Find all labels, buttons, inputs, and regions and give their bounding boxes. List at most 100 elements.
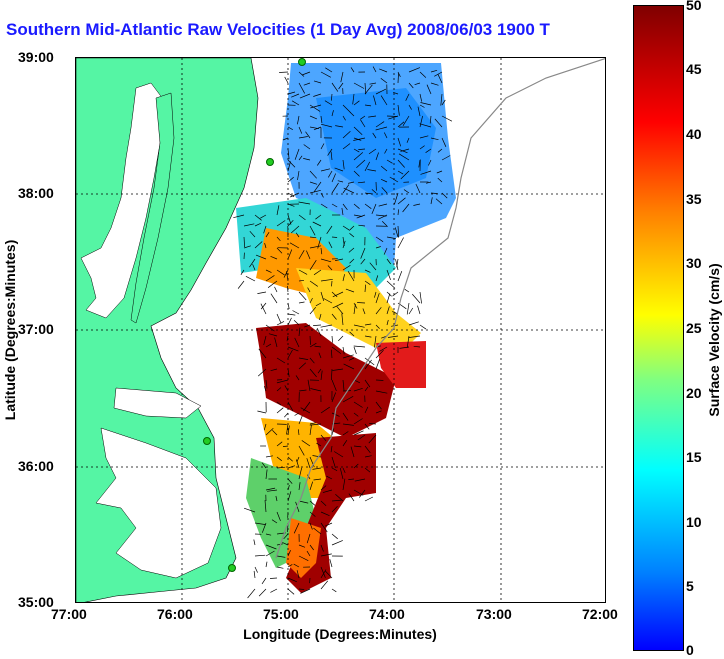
velocity-vector: [342, 346, 345, 355]
velocity-vector: [283, 269, 289, 278]
velocity-vector: [253, 570, 256, 579]
velocity-vector: [380, 95, 388, 106]
colorbar: [633, 5, 684, 651]
velocity-vector: [397, 225, 400, 238]
velocity-vector: [304, 324, 311, 328]
velocity-vector: [282, 445, 289, 447]
velocity-vector: [324, 100, 333, 106]
velocity-vector: [297, 115, 300, 125]
velocity-vector: [343, 187, 355, 194]
velocity-vector: [375, 275, 379, 282]
velocity-vector: [265, 269, 272, 273]
velocity-vector: [300, 588, 311, 594]
colorbar-tick: 50: [686, 0, 702, 13]
velocity-vector: [332, 368, 344, 371]
velocity-vector: [425, 148, 432, 153]
velocity-vector: [309, 104, 321, 112]
velocity-vector: [408, 104, 412, 110]
velocity-vector: [265, 533, 272, 536]
velocity-vector: [364, 379, 371, 388]
velocity-vector: [406, 302, 410, 315]
velocity-vector: [357, 181, 366, 184]
velocity-vector: [276, 456, 283, 462]
velocity-vector: [309, 225, 316, 236]
velocity-vector: [312, 467, 322, 470]
velocity-vector: [350, 446, 355, 458]
velocity-vector: [331, 467, 338, 472]
velocity-vector: [349, 225, 355, 231]
velocity-vector: [313, 80, 322, 84]
velocity-vector: [313, 478, 322, 481]
velocity-vector: [353, 345, 366, 348]
velocity-vector: [394, 227, 399, 238]
velocity-vector: [297, 170, 300, 181]
velocity-vector: [265, 561, 268, 568]
velocity-vector: [276, 441, 283, 447]
velocity-vector: [331, 368, 333, 381]
velocity-vector: [352, 93, 355, 105]
velocity-vector: [380, 78, 388, 84]
velocity-map: [75, 57, 606, 603]
velocity-vector: [375, 88, 387, 95]
velocity-vector: [274, 286, 278, 293]
velocity-vector: [325, 67, 333, 73]
velocity-vector: [313, 324, 322, 326]
velocity-vector: [371, 203, 377, 215]
velocity-vector: [287, 313, 296, 316]
velocity-vector: [298, 250, 305, 260]
velocity-vector: [430, 82, 439, 86]
velocity-vector: [264, 500, 267, 513]
velocity-vector: [343, 363, 355, 370]
colorbar-tick: 0: [686, 642, 694, 658]
velocity-vector: [327, 148, 333, 156]
velocity-vector: [353, 170, 360, 177]
velocity-vector: [243, 236, 245, 248]
velocity-vector: [240, 269, 245, 275]
velocity-vector: [315, 214, 322, 220]
velocity-vector: [341, 207, 344, 216]
velocity-vector: [331, 236, 338, 238]
velocity-vector: [287, 161, 291, 172]
x-tick: 72:00: [582, 606, 618, 622]
velocity-vector: [315, 302, 322, 307]
velocity-vector: [270, 293, 278, 304]
velocity-vector: [375, 126, 388, 131]
velocity-vector: [397, 121, 405, 128]
velocity-vector: [270, 255, 278, 260]
velocity-vector: [397, 73, 399, 84]
velocity-vector: [309, 245, 322, 249]
x-tick: 77:00: [51, 606, 87, 622]
velocity-vector: [400, 170, 410, 180]
velocity-vector: [331, 588, 337, 593]
velocity-vector: [398, 153, 410, 161]
velocity-vector: [254, 554, 266, 557]
velocity-vector: [430, 137, 439, 141]
velocity-vector: [320, 115, 323, 124]
velocity-vector: [272, 429, 278, 436]
x-axis-label: Longitude (Degrees:Minutes): [243, 626, 437, 642]
velocity-vector: [263, 335, 267, 346]
velocity-vector: [309, 236, 317, 239]
velocity-vector: [364, 423, 370, 430]
velocity-vector: [335, 125, 344, 128]
velocity-vector: [287, 550, 291, 557]
velocity-vector: [364, 357, 375, 366]
velocity-vector: [317, 368, 322, 374]
x-tick: 76:00: [157, 606, 193, 622]
velocity-vector: [331, 280, 333, 287]
velocity-vector: [263, 225, 267, 234]
velocity-vector: [335, 258, 344, 261]
velocity-vector: [348, 357, 355, 361]
velocity-vector: [261, 462, 267, 469]
velocity-vector: [368, 115, 377, 118]
velocity-vector: [386, 293, 391, 304]
velocity-vector: [263, 423, 267, 431]
velocity-vector: [375, 390, 388, 394]
velocity-vector: [292, 310, 300, 315]
velocity-vector: [287, 159, 296, 168]
velocity-vector: [384, 148, 388, 154]
velocity-vector: [309, 500, 316, 506]
velocity-vector: [287, 219, 294, 227]
albemarle-sound: [113, 387, 202, 419]
velocity-vector: [334, 167, 344, 172]
